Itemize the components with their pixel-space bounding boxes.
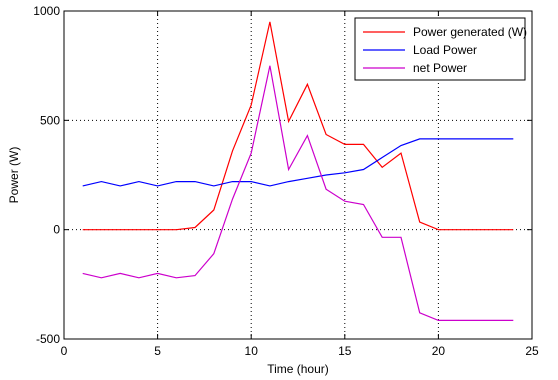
y-axis-ticks: -500 0 500 1000 <box>33 4 532 346</box>
plot-frame <box>63 10 533 340</box>
series-lines <box>82 21 514 321</box>
series-line-1 <box>82 138 514 187</box>
x-axis-label: Time (hour) <box>267 362 329 376</box>
y-tick-label: 1000 <box>33 4 60 18</box>
x-tick-label: 10 <box>245 344 259 358</box>
legend: Power generated (W) Load Power net Power <box>354 17 527 81</box>
legend-label-2: net Power <box>413 61 467 75</box>
legend-label-1: Load Power <box>413 43 477 57</box>
x-tick-label: 15 <box>338 344 352 358</box>
x-tick-label: 0 <box>61 344 68 358</box>
x-axis-ticks: 0 5 10 15 20 25 <box>61 11 539 358</box>
y-tick-label: -500 <box>36 332 60 346</box>
x-tick-label: 20 <box>432 344 446 358</box>
x-tick-label: 5 <box>154 344 161 358</box>
y-tick-label: 0 <box>53 223 60 237</box>
y-axis-label: Power (W) <box>7 147 21 204</box>
legend-label-0: Power generated (W) <box>413 25 527 39</box>
grid-lines <box>64 11 532 339</box>
x-tick-label: 25 <box>525 344 539 358</box>
series-line-0 <box>82 21 514 231</box>
series-line-2 <box>82 65 514 321</box>
legend-box <box>354 17 526 81</box>
y-tick-label: 500 <box>40 113 60 127</box>
